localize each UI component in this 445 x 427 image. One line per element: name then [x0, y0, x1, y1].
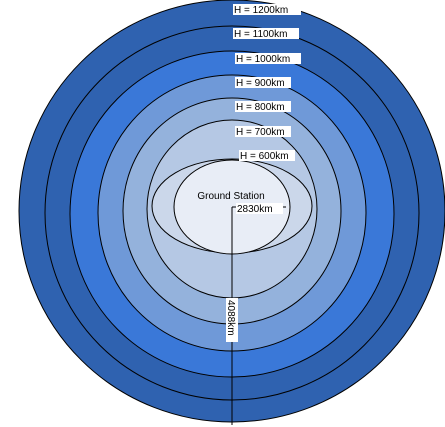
ring-label-bg [235, 53, 301, 64]
ring-label-bg [233, 28, 299, 39]
ring-label: H = 900km [236, 78, 285, 89]
vertical-measure-label: 4088km [225, 300, 236, 336]
ground-station-label: Ground Station [197, 191, 264, 202]
ring-label: H = 600km [240, 151, 289, 162]
ring-label: H = 1100km [234, 29, 287, 40]
ring-label: H = 800km [236, 102, 285, 113]
ring-labels: H = 1200km H = 1100km H = 1000km H = 900km H… [233, 4, 301, 162]
ring-label-bg [235, 126, 291, 137]
ring-label-bg [233, 4, 301, 15]
ring-label: H = 1000km [236, 54, 290, 65]
ring-label-bg [239, 150, 295, 161]
ring-label: H = 1200km [234, 5, 288, 16]
ring-label: H = 700km [236, 127, 285, 138]
horizontal-measure-label-bg [236, 203, 283, 214]
vertical-measure-label-bg [226, 298, 238, 342]
ring-label-bg [235, 101, 291, 112]
horizontal-measure-label: 2830km [237, 204, 273, 215]
ring-label-bg [235, 77, 291, 88]
